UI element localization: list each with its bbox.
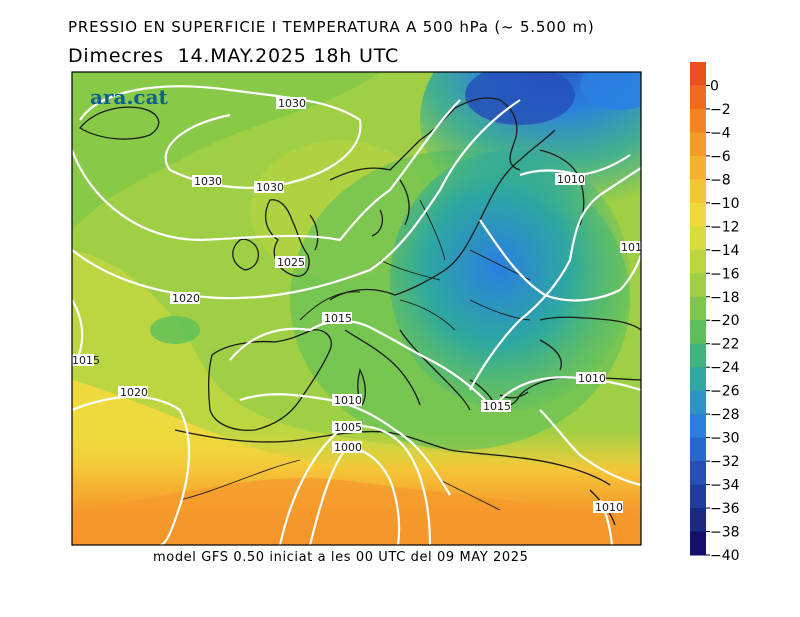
colorbar-tick-label: −34 bbox=[710, 478, 740, 494]
svg-text:1010: 1010 bbox=[334, 394, 362, 407]
temperature-field bbox=[72, 72, 641, 545]
colorbar-swatch bbox=[690, 437, 706, 462]
isobar-label: 1010 bbox=[593, 501, 623, 514]
colorbar-swatch bbox=[690, 531, 706, 556]
colorbar-swatch bbox=[690, 62, 706, 86]
chart-subtitle-date: Dimecres 14.MAY.2025 18h UTC bbox=[68, 45, 400, 67]
colorbar-tick-label: −20 bbox=[710, 313, 740, 329]
isobar-label: 1030 bbox=[254, 181, 284, 194]
country-borders bbox=[179, 199, 531, 511]
colorbar-swatch bbox=[690, 320, 706, 345]
colorbar-tick-label: 0 bbox=[710, 78, 719, 94]
svg-text:1020: 1020 bbox=[172, 292, 200, 305]
colorbar-swatch bbox=[690, 249, 706, 274]
svg-text:1010: 1010 bbox=[595, 501, 623, 514]
colorbar-tick-label: −40 bbox=[710, 548, 740, 564]
svg-text:1015: 1015 bbox=[483, 400, 511, 413]
svg-text:1030: 1030 bbox=[278, 97, 306, 110]
svg-text:101: 101 bbox=[621, 241, 642, 254]
colorbar-tick-label: −16 bbox=[710, 266, 740, 282]
colorbar-swatch bbox=[690, 484, 706, 509]
map-frame bbox=[71, 71, 642, 546]
colorbar-swatch bbox=[690, 508, 706, 533]
colorbar-tick-label: −8 bbox=[710, 172, 731, 188]
isobar-label: 1030 bbox=[192, 175, 222, 188]
colorbar-swatch bbox=[690, 414, 706, 439]
colorbar-swatch bbox=[690, 273, 706, 298]
isobar-label: 1020 bbox=[118, 386, 148, 399]
isobar-label: 1015 bbox=[72, 354, 100, 367]
svg-text:1025: 1025 bbox=[277, 256, 305, 269]
colorbar-tick-label: −26 bbox=[710, 384, 740, 400]
isobar-label: 101 bbox=[620, 241, 642, 254]
colorbar-tick-label: −24 bbox=[710, 360, 740, 376]
svg-text:1000: 1000 bbox=[334, 441, 362, 454]
svg-text:1020: 1020 bbox=[120, 386, 148, 399]
isobar-label: 1015 bbox=[481, 400, 511, 413]
svg-text:1010: 1010 bbox=[578, 372, 606, 385]
colorbar-swatch bbox=[690, 202, 706, 227]
isobar-labels: 1030 1030 1030 1025 1020 1015 1015 1020 … bbox=[72, 97, 642, 514]
colorbar-swatch bbox=[690, 108, 706, 133]
colorbar: 0 −2 −4 −6 −8 −10 −12 −14 −16 −18 −20 −22 −24 −26 −28 −… bbox=[690, 62, 740, 564]
model-footer-note: model GFS 0.50 iniciat a les 00 UTC del … bbox=[153, 550, 529, 565]
colorbar-swatch bbox=[690, 390, 706, 415]
colorbar-tick-label: −28 bbox=[710, 407, 740, 423]
colorbar-tick-label: −4 bbox=[710, 125, 731, 141]
svg-text:1030: 1030 bbox=[256, 181, 284, 194]
colorbar-swatch bbox=[690, 296, 706, 321]
colorbar-swatch bbox=[690, 367, 706, 392]
isobar-label: 1010 bbox=[576, 372, 606, 385]
colorbar-swatch bbox=[690, 155, 706, 180]
colorbar-tick-label: −6 bbox=[710, 149, 731, 165]
isobar-label: 1020 bbox=[170, 292, 200, 305]
svg-text:1005: 1005 bbox=[334, 421, 362, 434]
colorbar-tick-label: −18 bbox=[710, 290, 740, 306]
isobar-label: 1015 bbox=[322, 312, 352, 325]
logo[interactable]: ara.cat bbox=[90, 85, 169, 109]
colorbar-swatch bbox=[690, 226, 706, 251]
colorbar-tick-label: −38 bbox=[710, 525, 740, 541]
isobar-label: 1030 bbox=[276, 97, 306, 110]
colorbar-tick-label: −36 bbox=[710, 501, 740, 517]
colorbar-tick-label: −30 bbox=[710, 431, 740, 447]
colorbar-swatch bbox=[690, 461, 706, 486]
colorbar-swatch bbox=[690, 132, 706, 157]
colorbar-swatch bbox=[690, 343, 706, 368]
svg-text:1010: 1010 bbox=[557, 173, 585, 186]
isobar-label: 1010 bbox=[332, 394, 362, 407]
colorbar-tick-label: −22 bbox=[710, 337, 740, 353]
isobars bbox=[72, 85, 641, 545]
colorbar-swatch bbox=[690, 85, 706, 110]
svg-text:1015: 1015 bbox=[324, 312, 352, 325]
colorbar-swatch bbox=[690, 179, 706, 204]
isobar-label: 1000 bbox=[332, 441, 362, 454]
colorbar-tick-label: −10 bbox=[710, 196, 740, 212]
colorbar-tick-label: −32 bbox=[710, 454, 740, 470]
isobar-label: 1025 bbox=[275, 256, 305, 269]
colorbar-tick-label: −14 bbox=[710, 243, 740, 259]
isobar-label: 1005 bbox=[332, 421, 362, 434]
colorbar-tick-label: −2 bbox=[710, 102, 731, 118]
svg-text:1030: 1030 bbox=[194, 175, 222, 188]
chart-title: PRESSIO EN SUPERFICIE I TEMPERATURA A 50… bbox=[68, 18, 595, 36]
isobar-label: 1010 bbox=[555, 173, 585, 186]
svg-text:1015: 1015 bbox=[72, 354, 100, 367]
colorbar-tick-label: −12 bbox=[710, 219, 740, 235]
